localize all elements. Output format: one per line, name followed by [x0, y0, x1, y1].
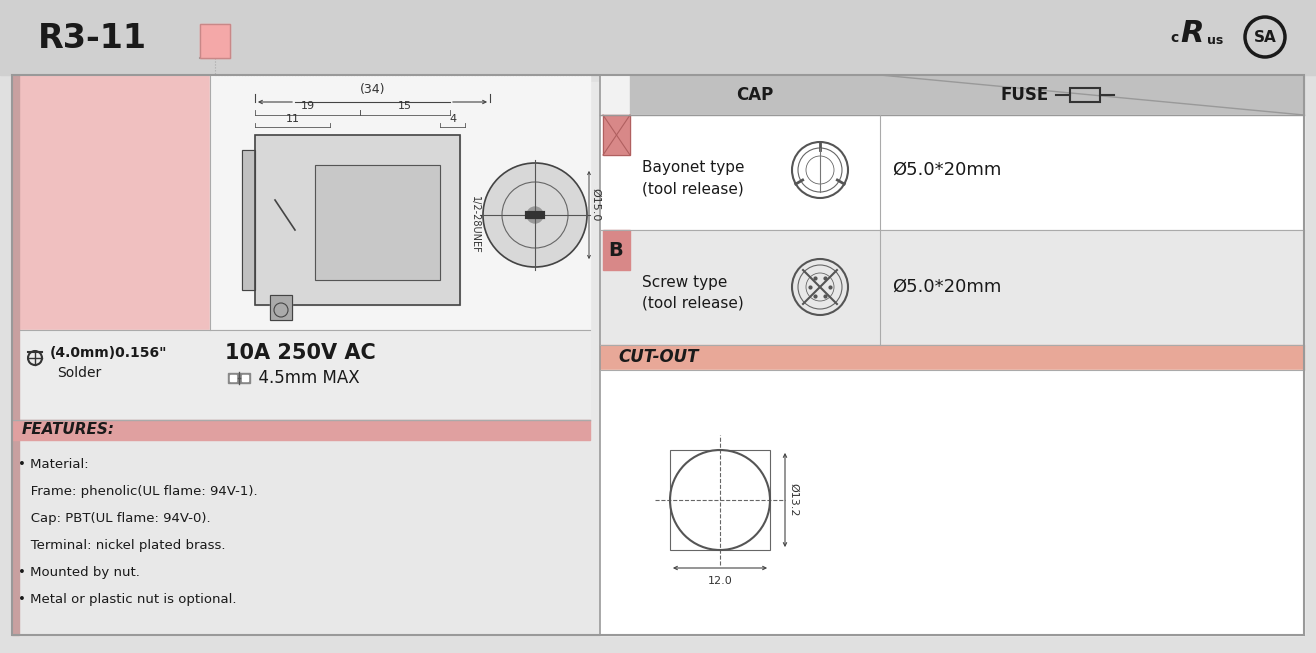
Bar — [255, 135, 461, 305]
Text: CUT-OUT: CUT-OUT — [619, 348, 699, 366]
Text: • Metal or plastic nut is optional.: • Metal or plastic nut is optional. — [18, 593, 237, 606]
Text: 12.0: 12.0 — [708, 576, 733, 586]
Bar — [600, 345, 1304, 370]
Bar — [200, 24, 230, 58]
Bar — [315, 165, 440, 280]
Bar — [242, 150, 255, 290]
Bar — [600, 75, 1304, 635]
Bar — [12, 75, 18, 635]
Bar — [600, 230, 1304, 345]
Text: Bayonet type
(tool release): Bayonet type (tool release) — [642, 160, 745, 196]
Bar — [315, 165, 440, 280]
Text: • Material:: • Material: — [18, 458, 88, 471]
Bar — [20, 75, 211, 330]
Text: SA: SA — [1254, 29, 1277, 44]
Text: us: us — [1207, 33, 1224, 46]
Bar — [242, 150, 255, 290]
Bar — [600, 370, 1304, 635]
Text: Ø15.0: Ø15.0 — [591, 188, 601, 221]
Bar — [12, 75, 1304, 635]
Text: • Mounted by nut.: • Mounted by nut. — [18, 566, 139, 579]
Text: Solder: Solder — [57, 366, 101, 380]
Bar — [670, 450, 770, 550]
Text: FUSE: FUSE — [1000, 86, 1049, 104]
Text: Ø5.0*20mm: Ø5.0*20mm — [892, 161, 1001, 179]
Text: Cap: PBT(UL flame: 94V-0).: Cap: PBT(UL flame: 94V-0). — [18, 512, 211, 525]
Text: (4.0mm)0.156": (4.0mm)0.156" — [50, 346, 167, 360]
Text: 11: 11 — [286, 114, 300, 124]
Text: Screw type
(tool release): Screw type (tool release) — [642, 275, 744, 311]
Text: B: B — [608, 240, 624, 259]
Bar — [12, 82, 1304, 635]
Text: Terminal: nickel plated brass.: Terminal: nickel plated brass. — [18, 539, 225, 552]
Text: 19: 19 — [300, 101, 315, 111]
Text: 1/2-28UNEF: 1/2-28UNEF — [470, 196, 480, 254]
Bar — [12, 420, 590, 440]
Text: Ø5.0*20mm: Ø5.0*20mm — [892, 278, 1001, 296]
Bar — [20, 330, 590, 420]
Bar — [0, 0, 1316, 75]
Circle shape — [483, 163, 587, 267]
Bar — [630, 75, 1304, 115]
Bar — [211, 75, 590, 330]
Bar — [255, 135, 461, 305]
Text: 10A 250V AC: 10A 250V AC — [225, 343, 376, 363]
Bar — [230, 375, 236, 381]
Bar — [242, 375, 247, 381]
Text: c: c — [1170, 31, 1178, 45]
Text: (34): (34) — [359, 83, 386, 96]
Bar — [270, 295, 292, 320]
Bar — [200, 24, 230, 58]
Text: FEATURES:: FEATURES: — [22, 422, 114, 438]
Circle shape — [526, 207, 544, 223]
Text: R3-11: R3-11 — [38, 22, 147, 54]
Bar — [240, 373, 250, 383]
Text: 15: 15 — [397, 101, 412, 111]
Text: Frame: phenolic(UL flame: 94V-1).: Frame: phenolic(UL flame: 94V-1). — [18, 485, 258, 498]
Bar — [228, 373, 238, 383]
Bar — [603, 115, 630, 155]
Bar — [12, 440, 590, 635]
Bar — [603, 230, 630, 270]
Text: R: R — [1180, 20, 1204, 48]
Bar — [1070, 88, 1100, 102]
Text: 4: 4 — [449, 114, 457, 124]
Text: CAP: CAP — [737, 86, 774, 104]
Text: Ø13.2: Ø13.2 — [790, 483, 799, 517]
Bar — [270, 295, 292, 320]
Text: 4.5mm MAX: 4.5mm MAX — [247, 369, 359, 387]
Bar — [600, 115, 1304, 230]
Bar — [603, 115, 630, 155]
